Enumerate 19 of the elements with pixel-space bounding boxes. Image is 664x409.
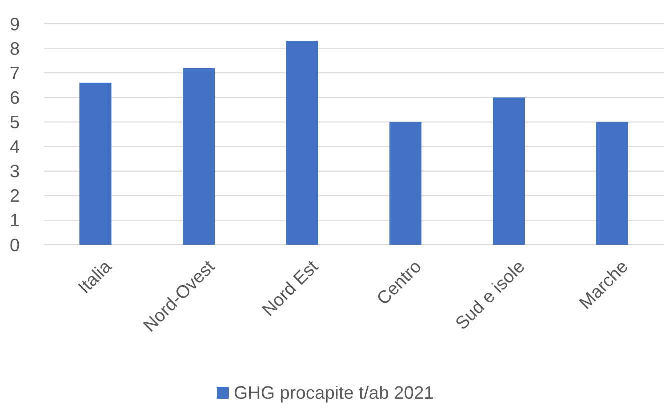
y-tick-label: 6 (10, 88, 20, 108)
legend-label: GHG procapite t/ab 2021 (234, 383, 434, 403)
y-tick-label: 8 (10, 38, 20, 59)
y-tick-label: 4 (10, 137, 20, 158)
y-tick-label: 0 (10, 235, 20, 256)
x-tick-label: Sud e isole (452, 256, 529, 334)
y-tick-label: 3 (10, 162, 20, 182)
bar (286, 41, 318, 245)
bar (492, 98, 526, 245)
y-tick-label: 9 (10, 14, 20, 34)
y-tick-label: 5 (10, 112, 20, 133)
bar (596, 122, 628, 245)
y-tick-label: 1 (10, 210, 20, 231)
y-tick-label: 2 (10, 186, 20, 206)
bar (390, 122, 422, 245)
bar (182, 68, 216, 245)
bar (80, 82, 112, 245)
x-tick-label: Italia (74, 256, 116, 298)
y-tick-label: 7 (10, 63, 20, 84)
